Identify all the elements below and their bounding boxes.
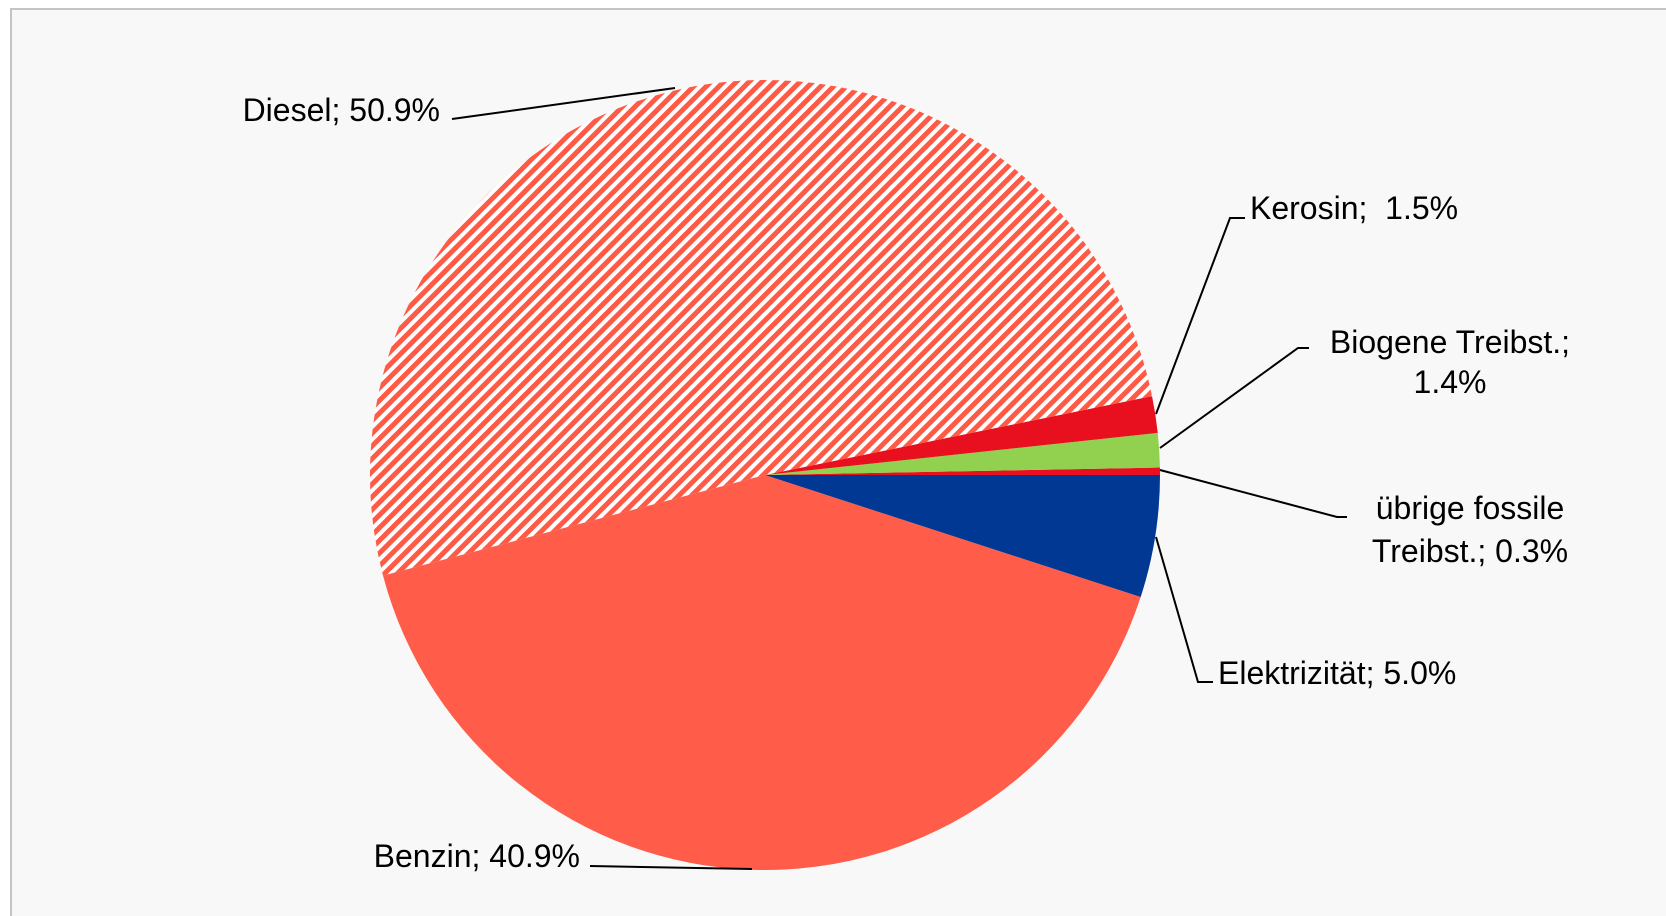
leader-lines	[451, 87, 1347, 870]
data-label: Kerosin; 1.5%	[1250, 189, 1458, 227]
label-value: 5.0%	[1383, 655, 1457, 691]
label-value: 50.9%	[349, 92, 440, 128]
label-name: übrige fossile Treibst.	[1371, 490, 1565, 569]
label-separator: ;	[1561, 324, 1571, 360]
pie-slice	[765, 432, 1160, 475]
pie-slice	[383, 475, 1141, 870]
label-separator: ;	[1358, 190, 1368, 226]
label-value: 1.4%	[1413, 364, 1487, 400]
leader-line	[1155, 217, 1245, 415]
pie-slice	[765, 467, 1160, 475]
pie-slice	[369, 79, 1153, 576]
label-name: Biogene Treibst.	[1329, 324, 1562, 360]
label-separator: ;	[1365, 655, 1375, 691]
label-separator: ;	[1477, 533, 1487, 569]
data-label: Benzin; 40.9%	[280, 837, 580, 875]
label-value: 1.5%	[1385, 190, 1459, 226]
label-separator: ;	[331, 92, 341, 128]
label-name: Diesel	[242, 92, 332, 128]
pie-slice	[765, 475, 1160, 598]
leader-line	[1159, 469, 1347, 518]
label-name: Benzin	[373, 838, 472, 874]
label-name: Kerosin	[1250, 190, 1359, 226]
data-label: Biogene Treibst.; 1.4%	[1300, 322, 1600, 402]
pie-slice	[765, 396, 1158, 475]
label-separator: ;	[471, 838, 481, 874]
leader-line	[451, 87, 676, 120]
leader-line	[1159, 347, 1309, 449]
label-name: Elektrizität	[1218, 655, 1366, 691]
label-value: 40.9%	[489, 838, 580, 874]
data-label: Diesel; 50.9%	[150, 91, 440, 129]
leader-line	[1155, 536, 1213, 683]
data-label: übrige fossile Treibst.; 0.3%	[1335, 487, 1605, 573]
leader-line	[589, 865, 753, 870]
label-value: 0.3%	[1495, 533, 1569, 569]
data-label: Elektrizität; 5.0%	[1218, 654, 1456, 692]
